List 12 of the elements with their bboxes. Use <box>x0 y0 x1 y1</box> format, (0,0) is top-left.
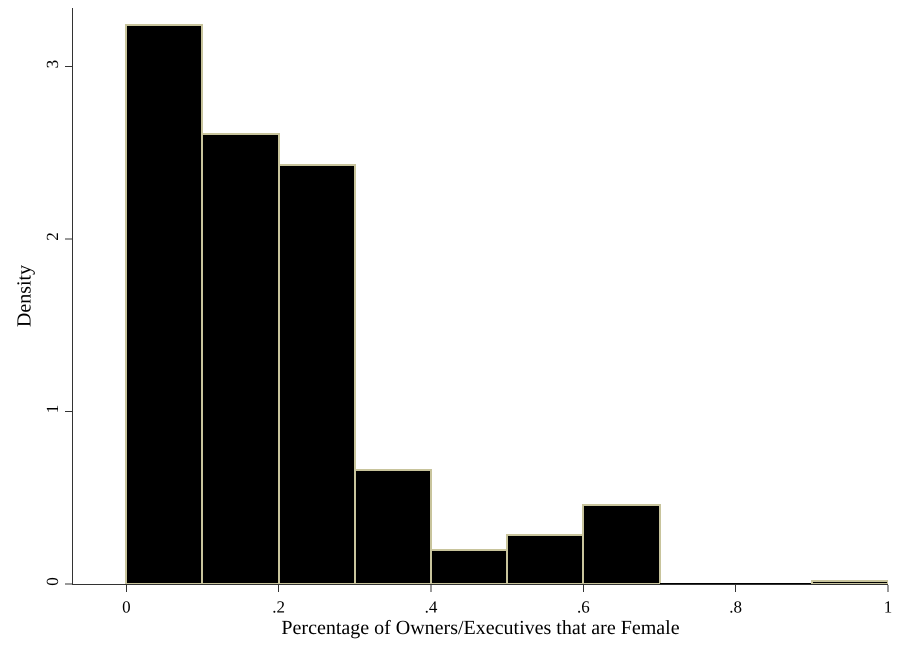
x-tick-label: 1 <box>884 597 892 616</box>
y-tick-label: 3 <box>43 60 62 68</box>
y-tick-label: 2 <box>43 232 62 241</box>
y-axis-title: Density <box>14 264 36 328</box>
x-axis-title: Percentage of Owners/Executives that are Female <box>281 616 680 639</box>
x-tick-label: 0 <box>122 597 131 616</box>
x-tick-label: .2 <box>272 597 286 616</box>
x-tick-label: .8 <box>729 597 742 616</box>
y-tick-label: 0 <box>43 577 62 586</box>
y-tick-label: 1 <box>43 404 62 414</box>
x-tick-label: .4 <box>424 597 438 616</box>
x-tick-label: .6 <box>576 597 590 616</box>
